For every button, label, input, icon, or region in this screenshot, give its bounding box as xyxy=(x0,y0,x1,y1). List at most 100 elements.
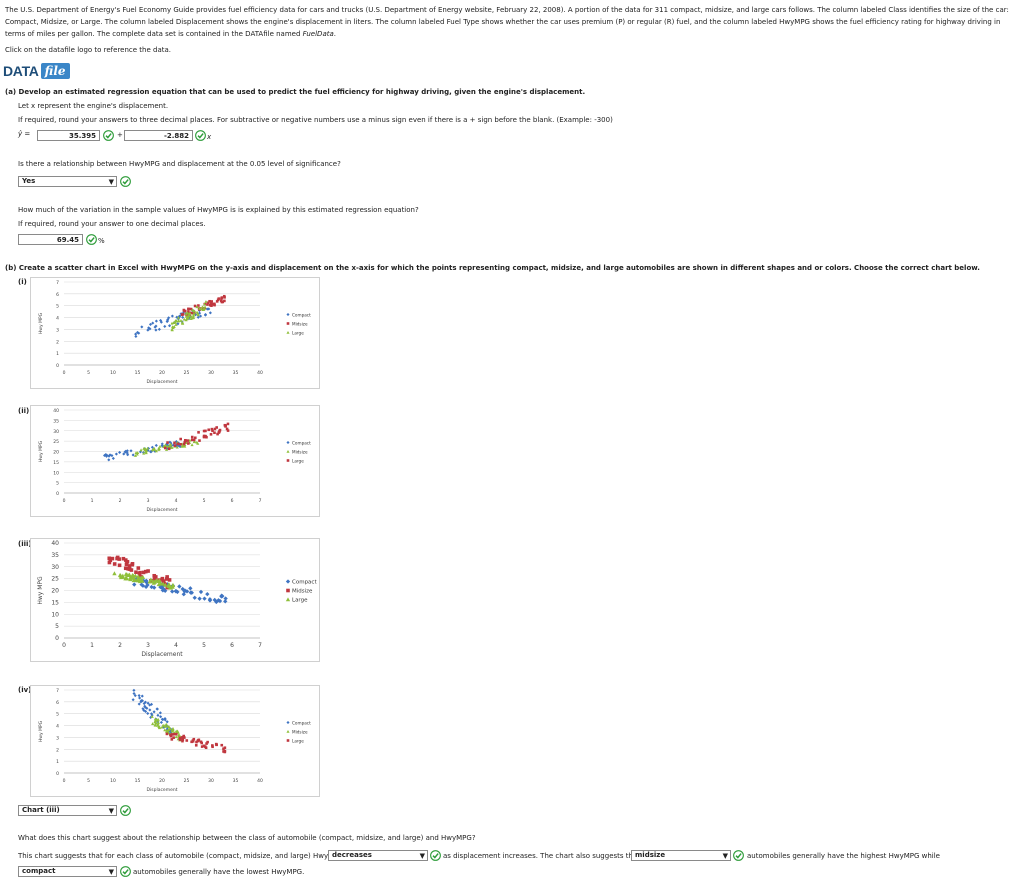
data-point xyxy=(206,740,209,744)
data-point xyxy=(164,577,169,581)
data-point xyxy=(168,443,172,446)
data-point xyxy=(188,586,193,591)
data-point xyxy=(202,429,206,433)
data-point xyxy=(207,597,213,602)
y-tick-label: 4 xyxy=(56,724,59,730)
data-point xyxy=(134,451,138,454)
data-point xyxy=(142,451,146,455)
data-point xyxy=(213,431,216,435)
x-tick-label: 0 xyxy=(63,778,66,784)
data-point xyxy=(177,584,182,589)
data-point xyxy=(225,427,229,431)
data-point xyxy=(156,582,161,587)
y-tick-label: 7 xyxy=(56,280,59,286)
x-tick-label: 5 xyxy=(202,642,206,649)
y-tick-label: 40 xyxy=(53,408,59,414)
chart-iv[interactable]: 0 1 2 3 4 5 6 7 0 5 10 15 20 25 30 35 40 Displacement Hwy … xyxy=(30,685,320,797)
data-point xyxy=(112,562,117,566)
data-point xyxy=(200,745,204,748)
data-point xyxy=(168,440,172,444)
data-point xyxy=(189,307,193,311)
data-point xyxy=(203,305,207,309)
data-point xyxy=(193,304,197,308)
legend-label: Large xyxy=(292,598,308,604)
y-tick-label: 0 xyxy=(56,491,59,497)
data-point xyxy=(204,429,207,433)
x-tick-label: 20 xyxy=(159,778,165,784)
data-point xyxy=(150,715,154,718)
data-point xyxy=(175,589,180,595)
data-point xyxy=(124,572,130,577)
data-point xyxy=(154,328,158,332)
y-tick-label: 35 xyxy=(51,552,59,559)
data-point xyxy=(181,315,185,319)
data-point xyxy=(123,450,127,454)
data-point xyxy=(210,427,214,431)
data-point xyxy=(163,728,167,732)
data-point xyxy=(166,444,170,448)
intercept-input[interactable]: 35.395 xyxy=(37,130,100,141)
data-point xyxy=(192,311,196,314)
slope-input[interactable]: -2.882 xyxy=(124,130,193,141)
data-point xyxy=(192,309,197,313)
data-point xyxy=(171,325,175,329)
data-point xyxy=(191,438,194,442)
yhat-label: ŷ = xyxy=(18,130,31,138)
data-point xyxy=(218,429,221,433)
data-point xyxy=(172,736,175,739)
relationship-select[interactable]: Yes ▼ xyxy=(18,176,117,187)
lowest-class-check-icon xyxy=(120,866,131,877)
y-axis-title: Hwy MPG xyxy=(38,720,44,742)
data-point xyxy=(219,593,224,598)
y-tick-label: 15 xyxy=(53,460,59,466)
data-point xyxy=(216,432,219,436)
data-point xyxy=(140,574,146,579)
chart-choice-select[interactable]: Chart (iii) ▼ xyxy=(18,805,117,816)
data-point xyxy=(182,317,186,321)
chart-iii[interactable]: 0 5 10 15 20 25 30 35 40 0 1 2 3 4 5 6 7 Displacement Hwy … xyxy=(30,538,320,662)
data-point xyxy=(163,446,167,450)
data-point xyxy=(190,740,193,744)
highest-class-select[interactable]: midsize ▼ xyxy=(631,850,731,861)
x-tick-label: 10 xyxy=(110,778,116,784)
x-axis-title: Displacement xyxy=(147,787,178,793)
data-point xyxy=(168,584,173,589)
chart-i[interactable]: 0 1 2 3 4 5 6 7 0 5 10 15 20 25 30 35 40 Displacement Hwy … xyxy=(30,277,320,389)
data-point xyxy=(107,454,111,458)
data-point xyxy=(198,314,203,318)
data-point xyxy=(220,743,224,747)
x-tick-label: 5 xyxy=(203,498,206,504)
y-tick-label: 20 xyxy=(53,450,59,456)
data-point xyxy=(205,435,208,439)
data-point xyxy=(207,307,211,311)
data-point xyxy=(203,312,208,317)
data-point xyxy=(220,300,224,304)
y-tick-label: 5 xyxy=(56,481,59,487)
data-point xyxy=(166,317,170,322)
intercept-check-icon xyxy=(103,130,114,141)
data-point xyxy=(190,308,194,312)
r-squared-input[interactable]: 69.45 xyxy=(18,234,83,245)
data-point xyxy=(115,556,119,561)
data-point xyxy=(209,433,213,436)
data-point xyxy=(181,735,184,739)
lowest-class-select[interactable]: compact ▼ xyxy=(18,866,117,877)
data-point xyxy=(198,439,201,442)
datafile-logo[interactable]: DATA file xyxy=(3,63,70,79)
y-tick-label: 0 xyxy=(56,771,59,777)
data-point xyxy=(129,449,133,453)
data-point xyxy=(211,744,214,747)
data-point xyxy=(174,732,178,736)
data-point xyxy=(123,566,128,571)
chart-ii[interactable]: 0 5 10 15 20 25 30 35 40 0 1 2 3 4 5 6 7 Displacement Hwy … xyxy=(30,405,320,517)
y-tick-label: 15 xyxy=(51,599,59,606)
legend-label: Large xyxy=(292,739,304,744)
data-point xyxy=(153,325,157,329)
data-point xyxy=(141,570,146,575)
data-point xyxy=(132,582,137,587)
data-point xyxy=(186,314,190,318)
trend-select-value: decreases xyxy=(332,851,372,859)
legend-marker xyxy=(286,322,290,325)
trend-select[interactable]: decreases ▼ xyxy=(328,850,428,861)
x-tick-label: 0 xyxy=(63,370,66,376)
